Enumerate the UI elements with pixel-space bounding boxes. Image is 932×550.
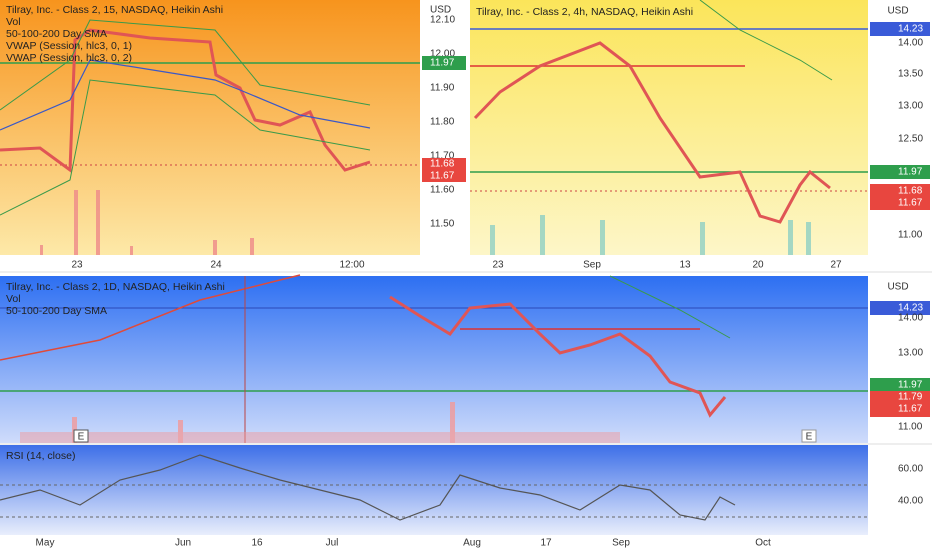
vwap — [0, 59, 371, 131]
price-tag — [870, 301, 930, 315]
legend-item: 50-100-200 Day SMA — [6, 28, 107, 40]
volume — [490, 215, 811, 255]
price-label: 11.60 — [430, 185, 455, 196]
time-label: Jun — [175, 538, 191, 549]
legend: Tilray, Inc. - Class 2, 15, NASDAQ, Heik… — [6, 4, 223, 64]
legend-title: Tilray, Inc. - Class 2, 1D, NASDAQ, Heik… — [6, 281, 225, 293]
panel-bottom — [0, 276, 868, 443]
price-path — [389, 295, 727, 418]
time-label: 27 — [830, 260, 842, 271]
time-label: Oct — [755, 538, 771, 549]
time-label: 13 — [679, 260, 691, 271]
price-tag-text: 11.79 — [898, 392, 923, 403]
price-tag — [870, 165, 930, 179]
price-tag — [422, 56, 466, 70]
price-label: 14.00 — [898, 38, 923, 49]
price-label: 14.00 — [898, 313, 923, 324]
price-tag — [870, 391, 930, 417]
price-label: 12.10 — [430, 15, 455, 26]
earnings-box — [801, 429, 817, 443]
legend-item: 50-100-200 Day SMA — [6, 305, 107, 317]
price-tag — [870, 378, 930, 392]
volume — [40, 190, 254, 255]
price-label: 13.00 — [898, 101, 923, 112]
time-label: 24 — [210, 260, 222, 271]
price-tag-text: 11.97 — [898, 380, 923, 391]
vwap-band — [0, 19, 371, 111]
price-label: 11.90 — [430, 83, 455, 94]
price-label: 11.80 — [430, 117, 455, 128]
price-label: 11.70 — [430, 151, 455, 162]
legend-title: Tilray, Inc. - Class 2, 15, NASDAQ, Heik… — [6, 4, 223, 16]
earnings-label: E — [806, 432, 813, 443]
price-label: 13.50 — [898, 69, 923, 80]
price-path — [473, 41, 831, 224]
time-label: Aug — [463, 538, 481, 549]
price-tag-text: 11.68 — [898, 186, 923, 197]
price-tag — [422, 158, 466, 182]
legend-item: VWAP (Session, hlc3, 0, 2) — [6, 52, 132, 64]
panel-top-right — [470, 0, 868, 255]
price-label: 11.00 — [898, 230, 923, 241]
legend-item: VWAP (Session, hlc3, 0, 1) — [6, 40, 132, 52]
time-label: May — [36, 538, 55, 549]
legend-title: Tilray, Inc. - Class 2, 4h, NASDAQ, Heik… — [476, 6, 693, 18]
earnings-label: E — [78, 432, 85, 443]
rsi-label: 40.00 — [898, 496, 923, 507]
panel-rsi — [0, 445, 868, 535]
price-label: 12.00 — [430, 49, 455, 60]
sma — [0, 274, 301, 361]
earnings-box — [73, 429, 89, 443]
price-label: 11.00 — [898, 422, 923, 433]
time-label: 20 — [752, 260, 764, 271]
time-label: Sep — [583, 260, 601, 271]
price-tag-text: 14.23 — [898, 303, 923, 314]
price-label: 13.00 — [898, 348, 923, 359]
time-label: 23 — [492, 260, 504, 271]
price-tag-text: 11.67 — [898, 198, 923, 209]
price-tag-text: 14.23 — [898, 24, 923, 35]
legend-item: Vol — [6, 16, 21, 28]
axis-bg — [420, 0, 468, 255]
price-tag-text: 11.67 — [898, 404, 923, 415]
rsi-line — [0, 454, 736, 521]
rsi-title: RSI (14, close) — [6, 450, 75, 462]
vwap-band — [0, 79, 371, 216]
currency: USD — [430, 5, 451, 16]
price-tag-text: 11.67 — [430, 171, 455, 182]
price-tag — [870, 22, 930, 36]
price-tag-text: 11.97 — [898, 167, 923, 178]
time-label: 23 — [71, 260, 83, 271]
currency: USD — [887, 282, 908, 293]
sma — [699, 0, 833, 81]
price-tag-text: 11.97 — [430, 58, 455, 69]
time-label: 17 — [540, 538, 552, 549]
price-tag-text: 11.68 — [430, 159, 455, 170]
price-label: 12.50 — [898, 134, 923, 145]
price-tag — [870, 184, 930, 210]
price-label: 11.50 — [430, 219, 455, 230]
time-label: Sep — [612, 538, 630, 549]
sma — [609, 275, 731, 339]
price-path — [0, 28, 371, 173]
rsi-label: 60.00 — [898, 464, 923, 475]
time-label: 16 — [251, 538, 263, 549]
time-label: Jul — [326, 538, 339, 549]
time-label: 12:00 — [339, 260, 364, 271]
legend-item: Vol — [6, 293, 21, 305]
currency: USD — [887, 6, 908, 17]
